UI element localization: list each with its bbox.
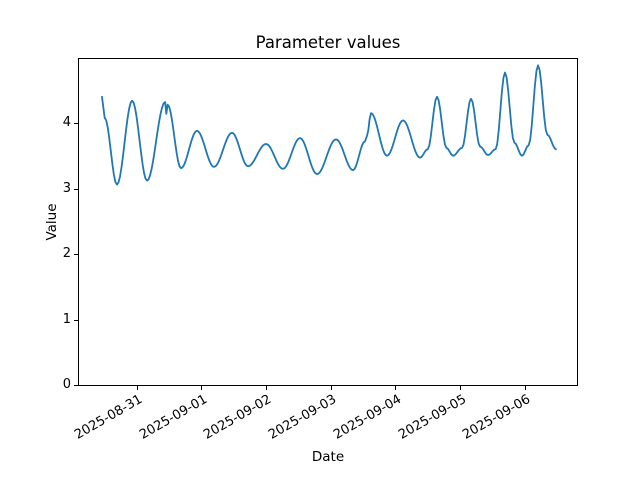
- x-tick-label: 2025-09-02: [201, 392, 275, 443]
- plot-canvas: [101, 64, 557, 186]
- y-tick-label: 3: [62, 180, 71, 196]
- chart-title: Parameter values: [255, 33, 401, 52]
- plot-area: [78, 58, 578, 386]
- x-tick-mark: [266, 386, 267, 390]
- x-tick-mark: [330, 386, 332, 390]
- x-tick-mark: [136, 386, 138, 390]
- x-tick-mark: [524, 386, 526, 390]
- x-axis-label: Date: [311, 449, 345, 465]
- x-tick-label: 2025-09-05: [395, 392, 469, 443]
- x-tick-label: 2025-08-31: [72, 392, 146, 443]
- x-tick-label: 2025-09-06: [460, 392, 534, 443]
- y-tick-label: 2: [62, 246, 71, 261]
- x-tick-mark: [460, 386, 462, 390]
- y-tick-label: 4: [62, 115, 71, 130]
- x-tick-mark: [395, 386, 397, 390]
- y-tick-mark: [74, 385, 78, 386]
- y-tick-mark: [74, 254, 78, 255]
- y-tick-label: 0: [62, 377, 71, 392]
- x-tick-label: 2025-09-01: [136, 392, 210, 443]
- x-tick-label: 2025-09-04: [330, 392, 404, 443]
- x-tick-label: 2025-09-03: [266, 392, 340, 443]
- y-axis-label: Value: [44, 203, 60, 241]
- series-line: [101, 64, 557, 186]
- x-tick-mark: [201, 386, 203, 390]
- y-tick-mark: [74, 319, 78, 321]
- y-tick-mark: [74, 188, 78, 190]
- y-tick-label: 1: [62, 311, 71, 327]
- y-tick-mark: [74, 123, 78, 124]
